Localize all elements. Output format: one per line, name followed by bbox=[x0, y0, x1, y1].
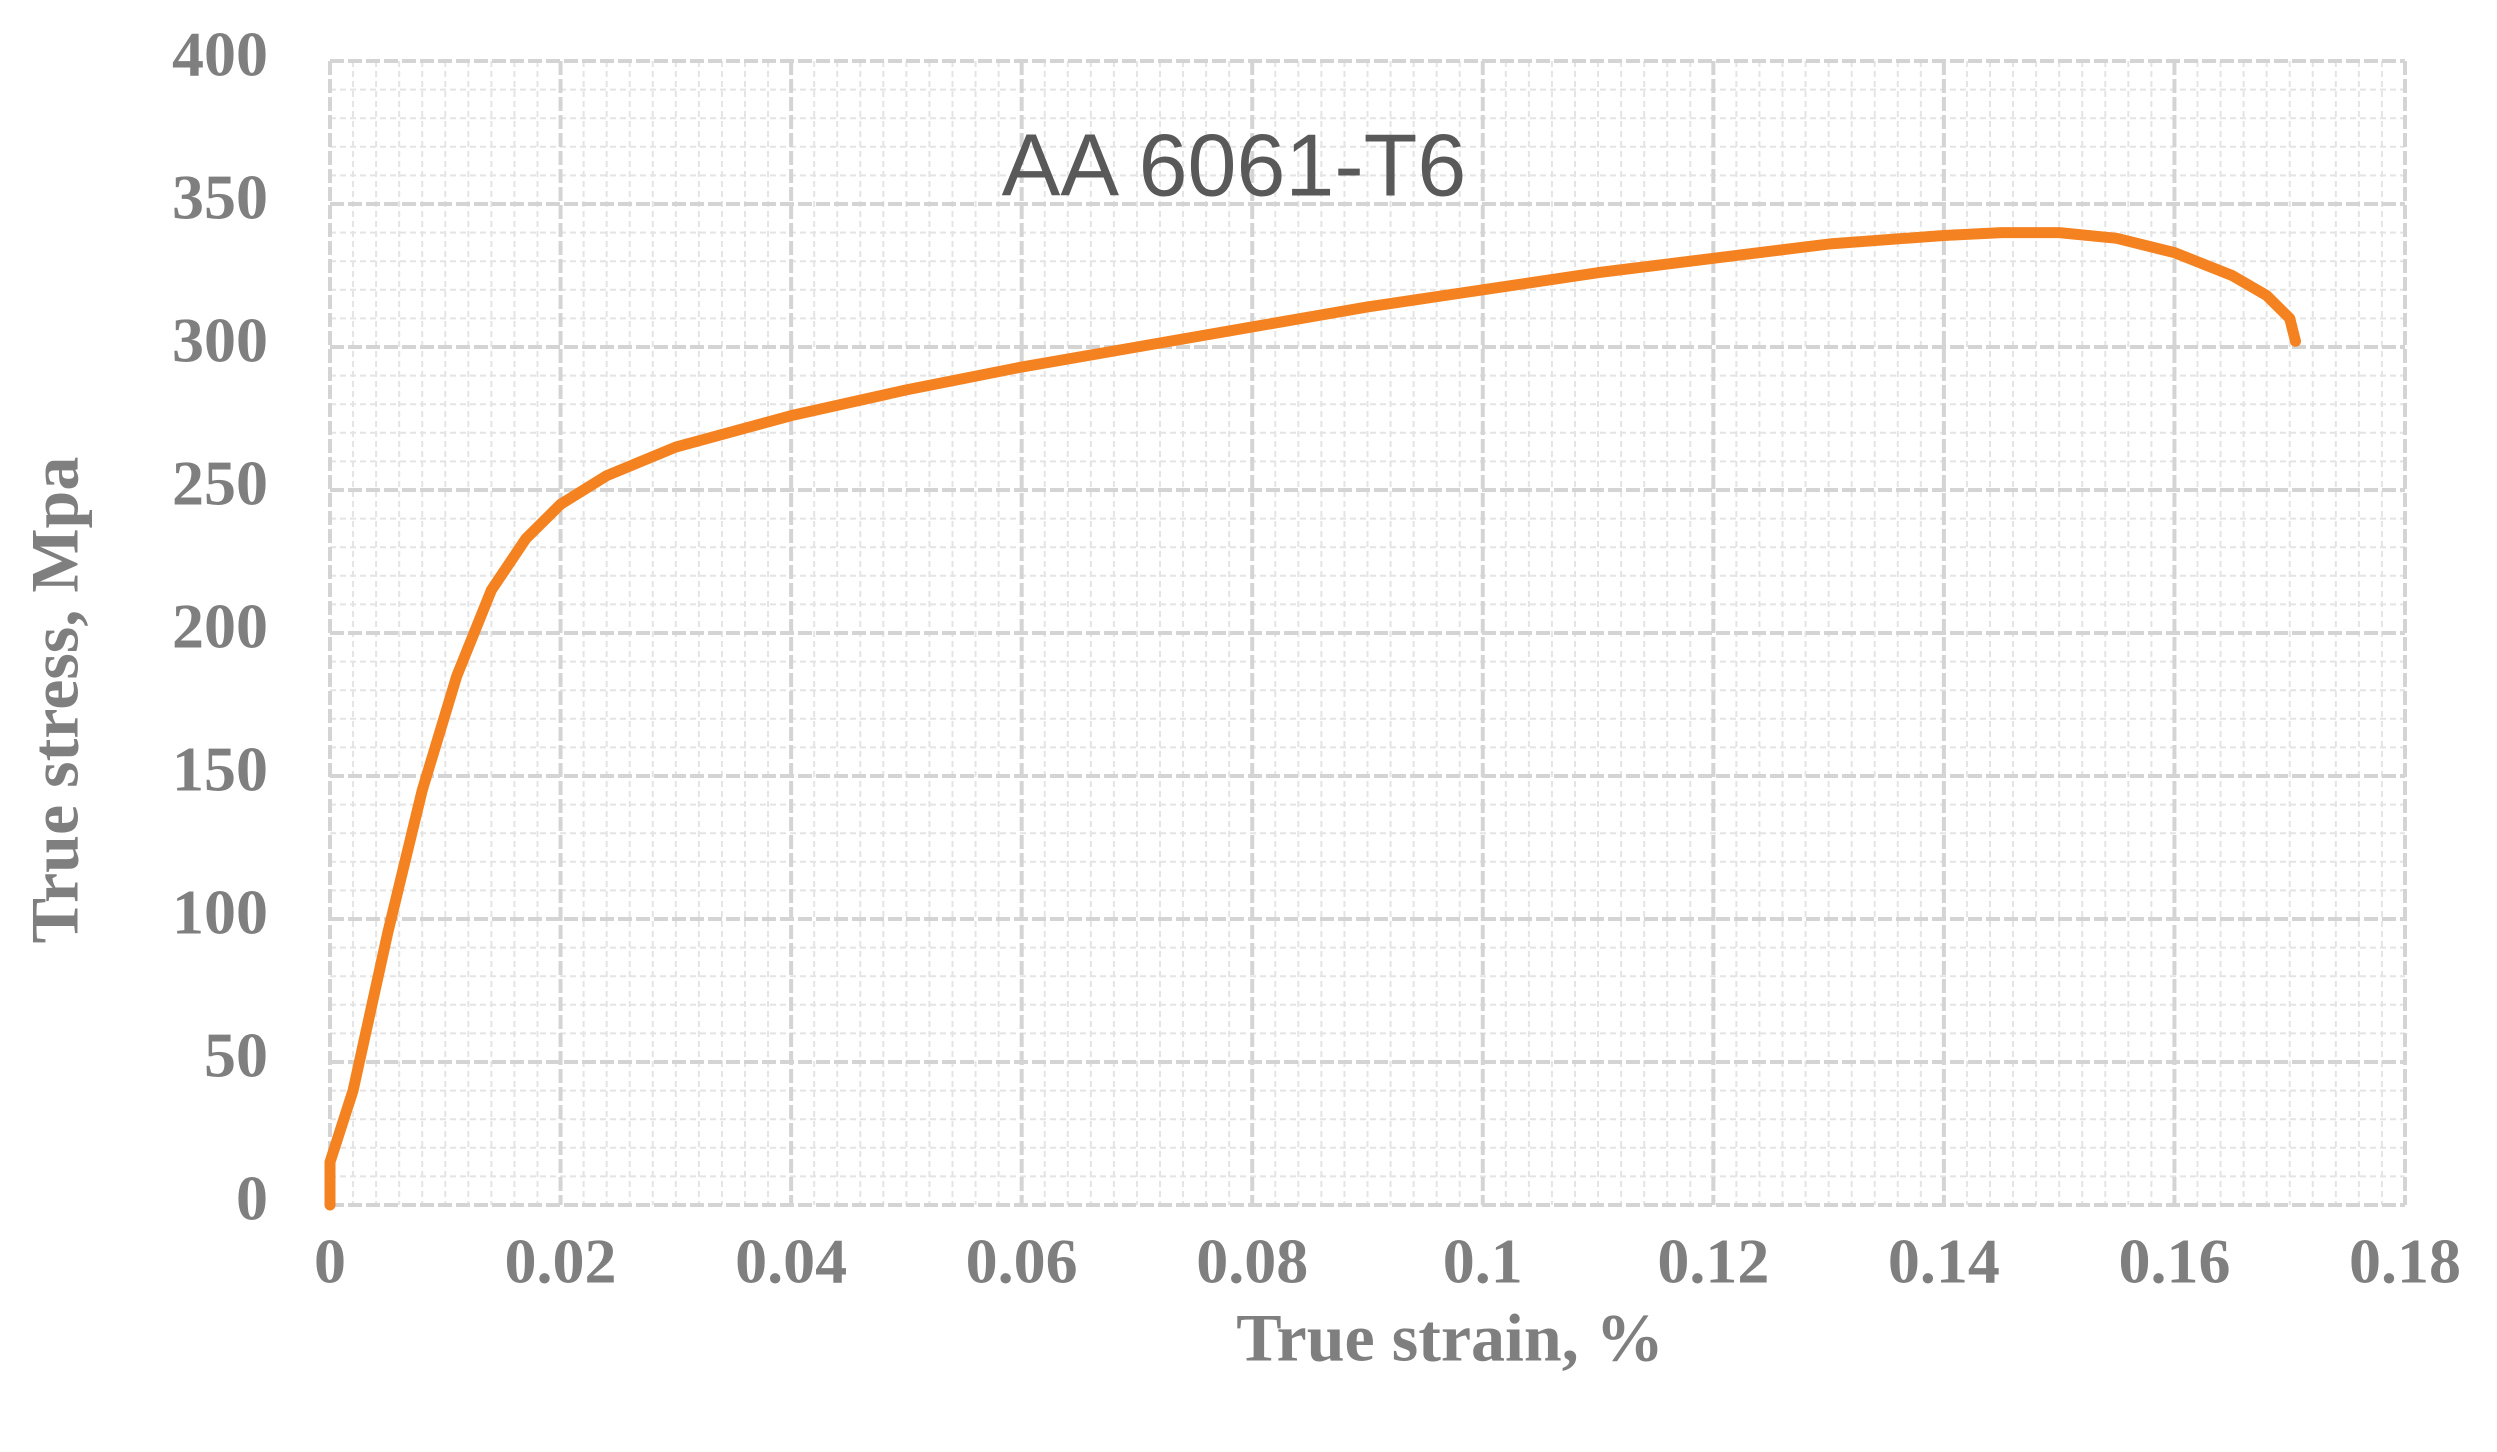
grid bbox=[328, 59, 2407, 1207]
y-tick-label: 350 bbox=[172, 162, 268, 233]
x-axis-title: True strain, % bbox=[1236, 1300, 1664, 1376]
x-tick-label: 0.1 bbox=[1443, 1226, 1523, 1297]
y-tick-label: 300 bbox=[172, 305, 268, 376]
x-tick-label: 0 bbox=[314, 1226, 346, 1297]
x-tick-label: 0.06 bbox=[966, 1226, 1078, 1297]
x-tick-label: 0.16 bbox=[2118, 1226, 2230, 1297]
y-tick-label: 200 bbox=[172, 591, 268, 662]
line-series bbox=[324, 227, 2301, 1211]
x-tick-label: 0.02 bbox=[505, 1226, 617, 1297]
x-tick-label: 0.04 bbox=[735, 1226, 847, 1297]
y-tick-label: 400 bbox=[172, 19, 268, 90]
y-tick-label: 50 bbox=[204, 1020, 268, 1091]
x-tick-label: 0.18 bbox=[2349, 1226, 2461, 1297]
chart-title: AA 6061-T6 bbox=[1002, 115, 1467, 214]
y-tick-label: 250 bbox=[172, 448, 268, 519]
y-tick-label: 150 bbox=[172, 734, 268, 805]
x-tick-label: 0.08 bbox=[1196, 1226, 1308, 1297]
y-axis-title: True stress, Mpa bbox=[17, 457, 93, 944]
plot bbox=[324, 227, 2301, 1211]
x-tick-label: 0.12 bbox=[1657, 1226, 1769, 1297]
y-tick-label: 0 bbox=[236, 1163, 268, 1234]
y-tick-label: 100 bbox=[172, 877, 268, 948]
x-tick-label: 0.14 bbox=[1888, 1226, 2000, 1297]
